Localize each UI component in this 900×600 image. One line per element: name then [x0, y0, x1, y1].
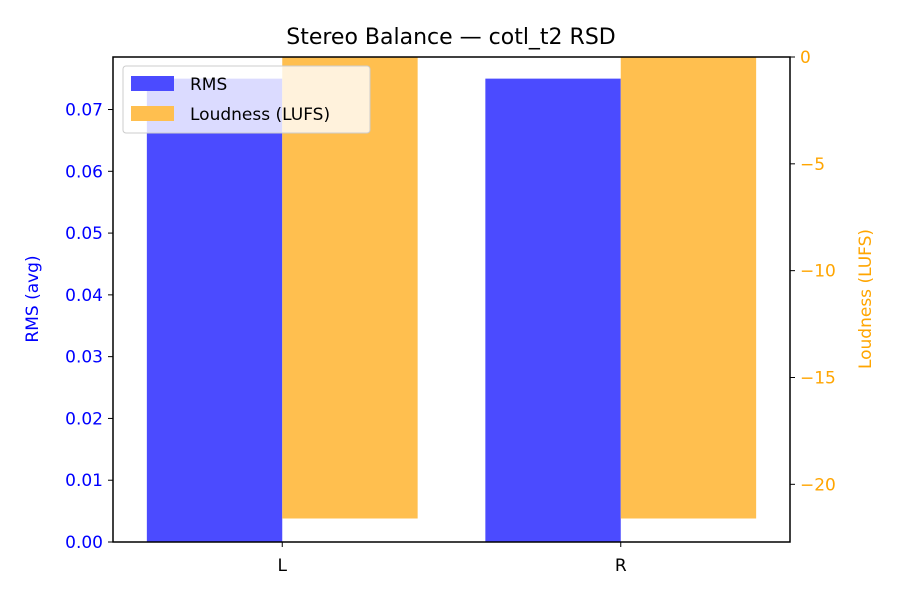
plot-frame: [112, 56, 791, 543]
x-tick-label-l: L: [278, 556, 288, 576]
plot-area: [146, 57, 757, 542]
bar-loudness-l: [282, 57, 418, 519]
left-tick-label-1: 0.01: [65, 471, 103, 491]
bar-rms-l: [146, 78, 283, 542]
legend-swatch-loudness: [131, 106, 174, 121]
bar-loudness-r: [620, 57, 757, 519]
legend-box: [122, 65, 371, 134]
left-tick-label-2: 0.02: [65, 409, 103, 429]
legend-label-rms: RMS: [190, 75, 227, 95]
right-axis-label: Loudness (LUFS): [856, 229, 876, 369]
left-axis-label: RMS (avg): [23, 255, 43, 342]
chart-title: Stereo Balance — cotl_t2 RSD: [286, 25, 616, 50]
right-tick-label-3: −15: [800, 368, 836, 388]
legend-swatch-rms: [131, 76, 174, 91]
right-tick-label-0: 0: [800, 48, 811, 68]
right-tick-label-1: −5: [800, 155, 825, 175]
left-tick-label-4: 0.04: [65, 286, 103, 306]
bar-rms-r: [485, 78, 621, 542]
axes: L R 0.00 0.01 0.02 0.03 0.04 0.05 0.06 0.07 0 −5 −10…: [65, 48, 836, 576]
right-tick-label-4: −20: [800, 475, 836, 495]
left-tick-label-5: 0.05: [65, 224, 103, 244]
right-tick-label-2: −10: [800, 262, 836, 282]
left-tick-label-6: 0.06: [65, 162, 103, 182]
legend-label-loudness: Loudness (LUFS): [190, 105, 330, 125]
legend: RMS Loudness (LUFS): [122, 65, 371, 134]
left-tick-label-0: 0.00: [65, 533, 103, 553]
left-tick-label-7: 0.07: [65, 101, 103, 121]
left-tick-label-3: 0.03: [65, 348, 103, 368]
x-tick-label-r: R: [615, 556, 627, 576]
